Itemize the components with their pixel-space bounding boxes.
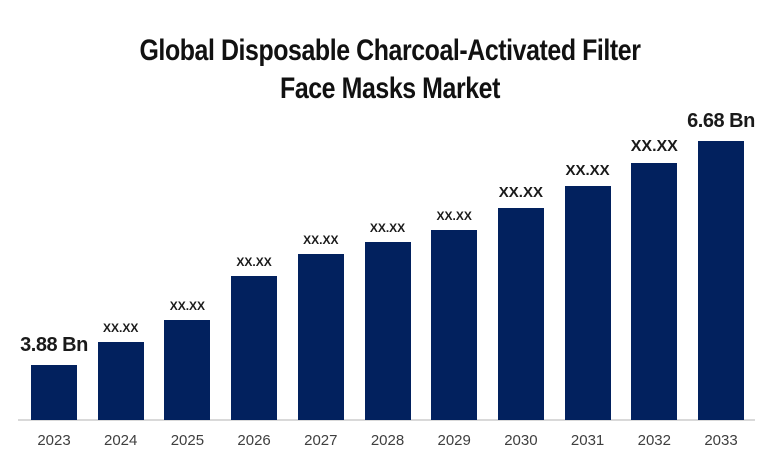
x-axis-label: 2024: [104, 432, 138, 449]
x-axis-label: 2032: [637, 432, 671, 449]
chart-title-line1: Global Disposable Charcoal-Activated Fil…: [139, 34, 641, 67]
bar: [97, 342, 144, 420]
bar: [698, 141, 744, 420]
x-axis-label: 2027: [304, 432, 338, 449]
bar-value-label: 6.68 Bn: [687, 110, 755, 132]
chart-title: Global Disposable Charcoal-Activated Fil…: [66, 32, 713, 108]
x-axis-label: 2033: [704, 432, 738, 449]
bar: [297, 254, 344, 420]
x-axis-label: 2031: [570, 432, 605, 449]
bar-value-label: 3.88 Bn: [20, 334, 88, 356]
bar: [431, 230, 478, 420]
bar-value-label: XX.XX: [369, 221, 406, 236]
bar-value-label: XX.XX: [630, 138, 678, 156]
x-axis-label: 2030: [504, 432, 538, 449]
x-axis-label: 2023: [37, 432, 71, 449]
bar-value-label: XX.XX: [565, 162, 610, 180]
bar: [231, 276, 278, 420]
x-axis-label: 2026: [237, 432, 271, 449]
x-axis-label: 2025: [170, 432, 205, 449]
bar-value-label: XX.XX: [436, 209, 472, 224]
bar: [497, 208, 544, 420]
bar: [564, 186, 611, 420]
bar-value-label: XX.XX: [498, 184, 543, 202]
bar: [364, 242, 411, 420]
bar-value-label: XX.XX: [236, 255, 272, 270]
x-axis-label: 2028: [370, 432, 405, 449]
x-axis-label: 2029: [437, 432, 471, 449]
bar-value-label: XX.XX: [169, 299, 206, 314]
bar: [631, 163, 678, 420]
bar: [164, 320, 211, 420]
chart-title-line2: Face Masks Market: [280, 72, 500, 105]
bar: [31, 365, 77, 420]
bar-value-label: XX.XX: [103, 321, 139, 336]
bar-value-label: XX.XX: [303, 233, 339, 248]
